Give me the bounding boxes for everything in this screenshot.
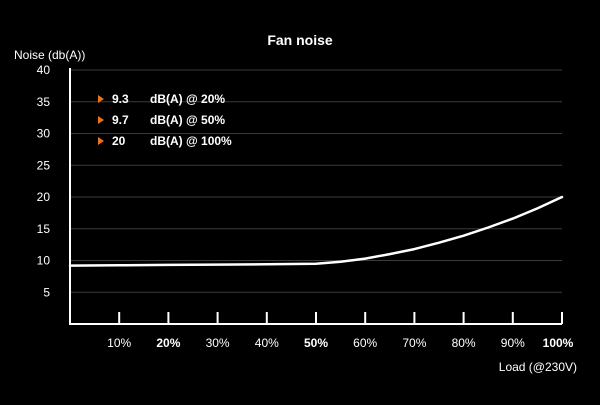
x-axis-title: Load (@230V) [499, 360, 577, 374]
x-tick-label: 90% [501, 336, 525, 350]
y-tick-label: 20 [37, 190, 51, 204]
x-tick-label: 100% [543, 336, 574, 350]
x-tick-label: 70% [402, 336, 426, 350]
y-tick-label: 25 [37, 158, 51, 172]
y-tick-label: 35 [37, 95, 51, 109]
x-tick-label: 80% [452, 336, 476, 350]
axes [69, 68, 562, 325]
y-tick-label: 40 [37, 63, 51, 77]
y-tick-label: 15 [37, 222, 51, 236]
y-tick-label: 30 [37, 127, 51, 141]
x-tick-label: 30% [206, 336, 230, 350]
x-tick-label: 60% [353, 336, 377, 350]
gridlines [70, 69, 562, 293]
series-line [68, 195, 564, 267]
y-tick-label: 10 [37, 254, 51, 268]
annotation-label: dB(A) @ 50% [150, 113, 225, 127]
triangle-marker-icon [98, 137, 104, 145]
triangle-marker-icon [98, 116, 104, 124]
annotation-value: 20 [112, 134, 126, 148]
annotation-value: 9.7 [112, 113, 129, 127]
x-tick-label: 50% [304, 336, 328, 350]
y-axis-title: Noise (db(A)) [14, 48, 85, 62]
x-tick-label: 40% [255, 336, 279, 350]
triangle-marker-icon [98, 95, 104, 103]
chart-title: Fan noise [267, 32, 333, 48]
annotation-value: 9.3 [112, 92, 129, 106]
legend: 9.3 dB(A) @ 20% 9.7 dB(A) @ 50% 20 dB(A) @ 10… [98, 92, 232, 148]
annotation-label: dB(A) @ 100% [150, 134, 232, 148]
y-ticks: 5 10 15 20 25 30 35 40 [37, 63, 51, 299]
series [68, 195, 564, 267]
x-ticks: 10% 20% 30% 40% 50% 60% 70% 80% 90% 100% [107, 312, 574, 350]
annotation-label: dB(A) @ 20% [150, 92, 225, 106]
x-tick-label: 10% [107, 336, 131, 350]
x-tick-label: 20% [156, 336, 180, 350]
y-tick-label: 5 [43, 285, 50, 299]
